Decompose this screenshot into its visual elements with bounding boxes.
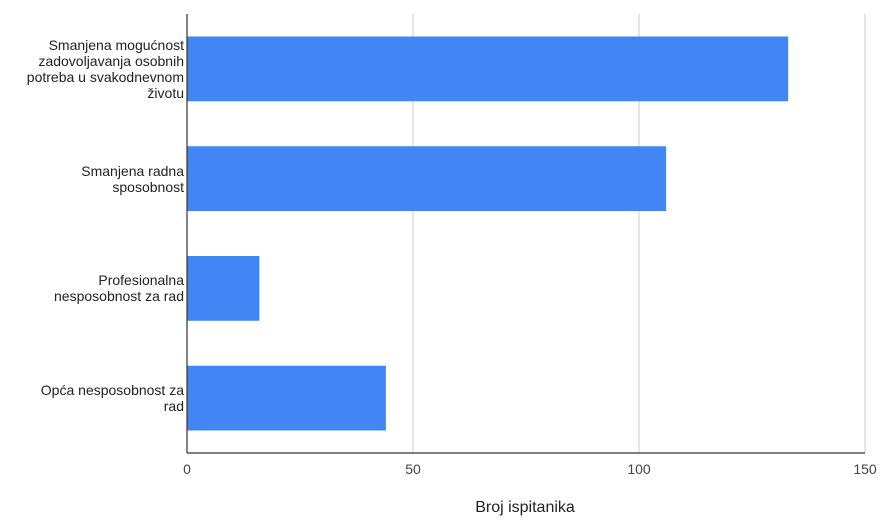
- bar: [187, 255, 260, 321]
- category-label-line: zadovoljavanja osobnih: [38, 52, 184, 69]
- x-tick-label: 50: [405, 461, 421, 477]
- category-label-line: nesposobnost za rad: [54, 288, 184, 305]
- bars: [187, 36, 789, 431]
- category-label-line: životu: [147, 84, 184, 101]
- x-axis-title: Broj ispitanika: [475, 499, 575, 516]
- x-tick-label: 0: [183, 461, 191, 477]
- category-label: Profesionalna nesposobnost za rad: [4, 272, 184, 304]
- category-label: Smanjena mogućnost zadovoljavanja osobnih…: [4, 37, 184, 101]
- category-label-line: potreba u svakodnevnom: [26, 68, 184, 85]
- category-label-line: Profesionalna: [98, 272, 184, 289]
- x-tick-label: 100: [627, 461, 651, 477]
- bar: [187, 146, 667, 212]
- category-label: Smanjena radna sposobnost: [4, 163, 184, 195]
- category-label-line: Smanjena mogućnost: [48, 36, 184, 53]
- bar: [187, 36, 789, 102]
- category-label-line: Opća nesposobnost za: [40, 382, 184, 399]
- x-tick-label: 150: [853, 461, 877, 477]
- category-label-line: sposobnost: [112, 178, 184, 195]
- category-label-line: Smanjena radna: [81, 162, 184, 179]
- category-label-line: rad: [163, 398, 184, 415]
- category-label: Opća nesposobnost za rad: [4, 382, 184, 414]
- bar: [187, 365, 386, 431]
